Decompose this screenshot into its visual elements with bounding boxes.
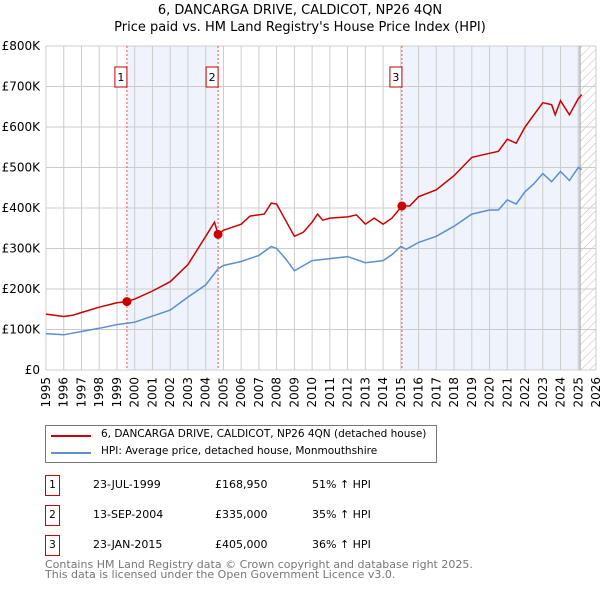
y-tick-label: £100K bbox=[2, 323, 42, 337]
x-tick-label: 2017 bbox=[429, 377, 443, 408]
x-tick-label: 2024 bbox=[554, 377, 568, 408]
x-tick-label: 1997 bbox=[74, 377, 88, 408]
sale-date: 13-SEP-2004 bbox=[93, 508, 164, 521]
x-tick-label: 2022 bbox=[518, 377, 532, 408]
x-tick-label: 1998 bbox=[92, 377, 106, 408]
x-tick-label: 2026 bbox=[589, 377, 600, 408]
sale-marker: 3 bbox=[45, 535, 60, 556]
sale-point bbox=[397, 201, 407, 211]
price-chart: 1995 1996 1997 1998 1999 2000 2001 2002 2003 2004… bbox=[2, 39, 600, 408]
x-tick-label: 2009 bbox=[287, 377, 301, 408]
y-tick-label: £400K bbox=[2, 201, 42, 215]
y-tick-label: £600K bbox=[2, 120, 42, 134]
sale-date: 23-JAN-2015 bbox=[93, 538, 163, 551]
sale-marker: 1 bbox=[45, 475, 60, 496]
x-tick-label: 2020 bbox=[483, 377, 497, 408]
sale-marker-label: 2 bbox=[209, 71, 216, 84]
y-tick-label: £0 bbox=[25, 363, 40, 377]
chart-title: 6, DANCARGA DRIVE, CALDICOT, NP26 4QN bbox=[157, 3, 443, 18]
x-tick-label: 2013 bbox=[358, 377, 372, 408]
x-tick-label: 2003 bbox=[181, 377, 195, 408]
legend-label: 6, DANCARGA DRIVE, CALDICOT, NP26 4QN (d… bbox=[101, 428, 427, 440]
legend-swatch-blue bbox=[51, 452, 91, 454]
legend-label: HPI: Average price, detached house, Monm… bbox=[101, 445, 378, 457]
x-tick-label: 2025 bbox=[571, 377, 585, 408]
x-tick-label: 2012 bbox=[341, 377, 355, 408]
x-tick-label: 1996 bbox=[57, 377, 71, 408]
legend-swatch-red bbox=[51, 435, 91, 437]
x-tick-label: 2000 bbox=[128, 377, 142, 408]
sale-marker-box bbox=[389, 66, 403, 88]
sale-marker-label: 1 bbox=[117, 71, 124, 84]
footer: Contains HM Land Registry data © Crown c… bbox=[45, 558, 473, 581]
x-tick-label: 2010 bbox=[305, 377, 319, 408]
x-tick-label: 2019 bbox=[465, 377, 479, 408]
footer-line1: Contains HM Land Registry data © Crown c… bbox=[45, 558, 473, 571]
x-tick-label: 1995 bbox=[39, 377, 53, 408]
x-tick-label: 2011 bbox=[323, 377, 337, 408]
x-tick-label: 1999 bbox=[110, 377, 124, 408]
sale-marker-box bbox=[205, 66, 219, 88]
x-tick-label: 2016 bbox=[412, 377, 426, 408]
sale-price: £168,950 bbox=[215, 478, 268, 491]
sale-hpi: 51% ↑ HPI bbox=[312, 478, 371, 491]
x-tick-label: 2018 bbox=[447, 377, 461, 408]
x-tick-label: 2008 bbox=[270, 377, 284, 408]
y-tick-label: £500K bbox=[2, 161, 42, 175]
sale-point bbox=[122, 297, 132, 307]
x-tick-label: 2015 bbox=[394, 377, 408, 408]
sale-hpi: 35% ↑ HPI bbox=[312, 508, 371, 521]
series-line bbox=[45, 94, 583, 318]
chart-subtitle: Price paid vs. HM Land Registry's House … bbox=[114, 20, 486, 35]
sale-price: £405,000 bbox=[215, 538, 268, 551]
sale-marker-box bbox=[114, 66, 128, 88]
y-tick-label: £800K bbox=[2, 39, 42, 53]
y-tick-label: £300K bbox=[2, 242, 42, 256]
y-tick-label: £200K bbox=[2, 282, 42, 296]
footer-line2: This data is licensed under the Open Gov… bbox=[45, 568, 396, 581]
x-tick-label: 2002 bbox=[163, 377, 177, 408]
x-tick-label: 2021 bbox=[500, 377, 514, 408]
legend: 6, DANCARGA DRIVE, CALDICOT, NP26 4QN (d… bbox=[45, 425, 437, 463]
sale-point bbox=[213, 229, 223, 239]
x-tick-label: 2001 bbox=[145, 377, 159, 408]
x-tick-label: 2023 bbox=[536, 377, 550, 408]
sale-date: 23-JUL-1999 bbox=[93, 478, 161, 491]
series-line bbox=[45, 166, 583, 336]
x-tick-label: 2005 bbox=[216, 377, 230, 408]
x-tick-label: 2014 bbox=[376, 377, 390, 408]
x-tick-label: 2006 bbox=[234, 377, 248, 408]
sale-hpi: 36% ↑ HPI bbox=[312, 538, 371, 551]
sale-marker: 2 bbox=[45, 505, 60, 526]
sale-marker-label: 3 bbox=[392, 71, 399, 84]
y-tick-label: £700K bbox=[2, 80, 42, 94]
x-tick-label: 2007 bbox=[252, 377, 266, 408]
sale-price: £335,000 bbox=[215, 508, 268, 521]
x-tick-label: 2004 bbox=[199, 377, 213, 408]
